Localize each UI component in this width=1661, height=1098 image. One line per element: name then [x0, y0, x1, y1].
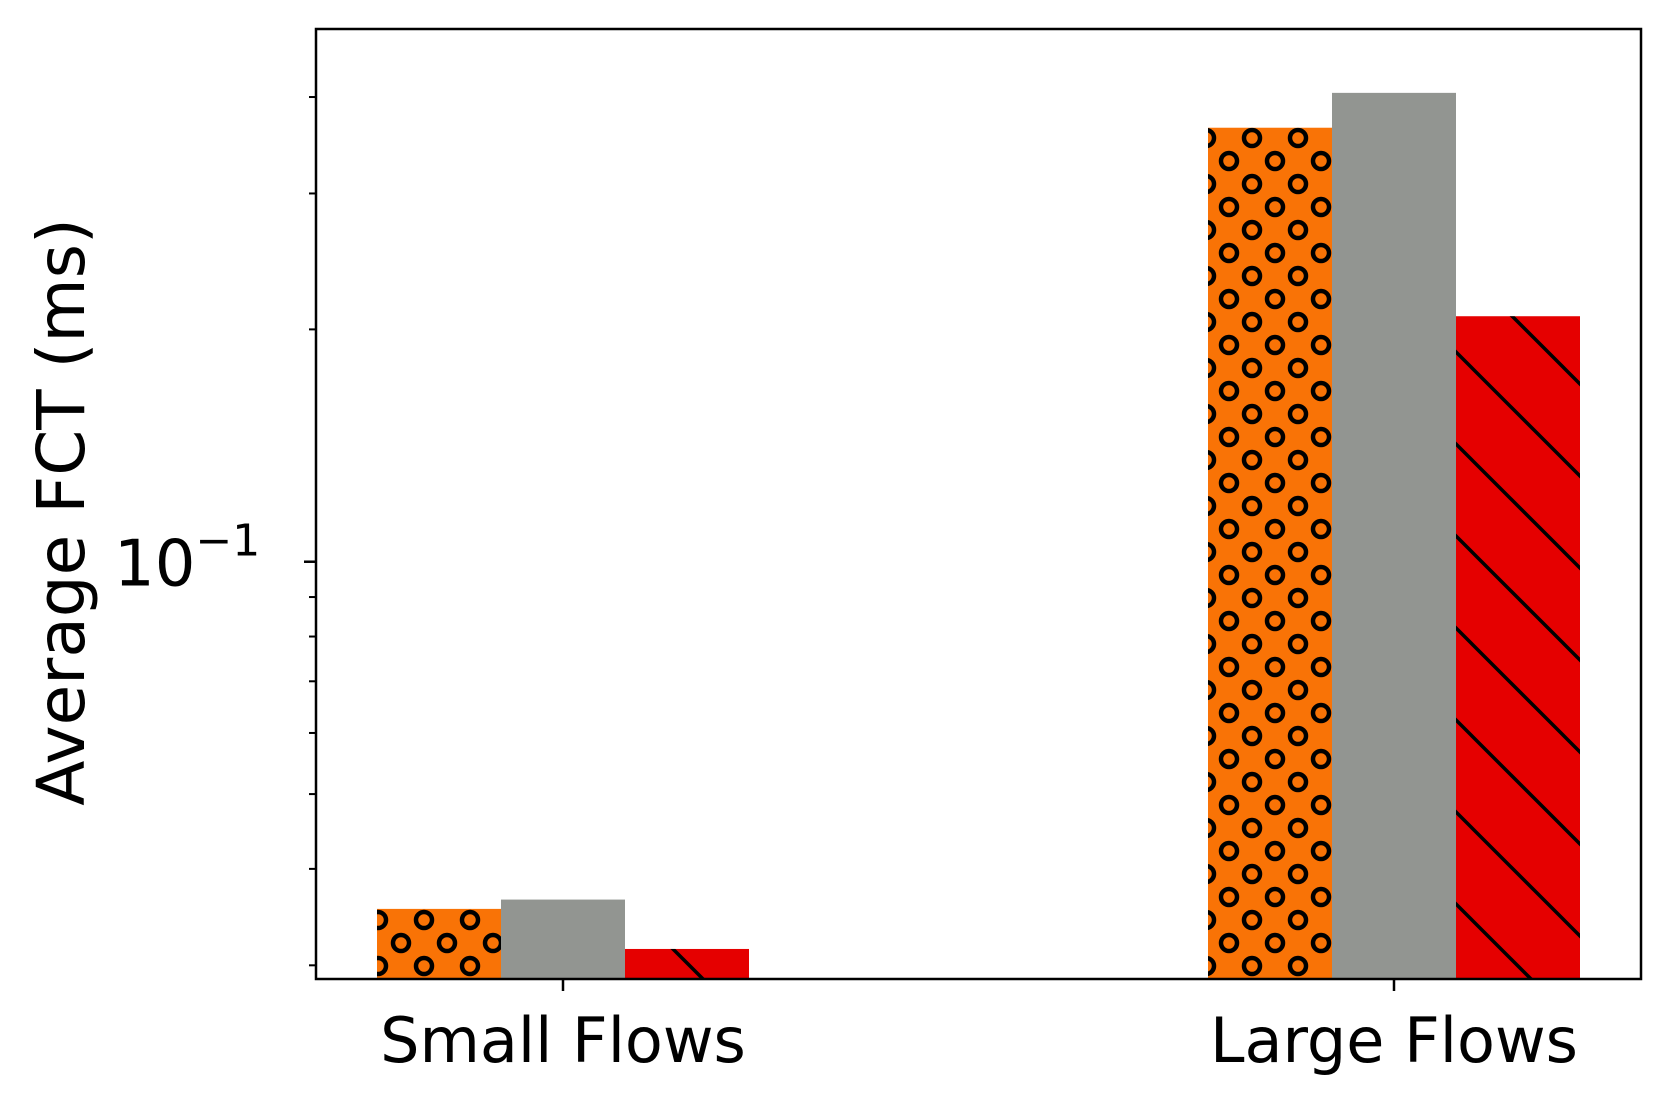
bar-small-flows-series-1	[377, 908, 501, 979]
x-tick-label-small-flows: Small Flows	[380, 1004, 746, 1077]
bars-layer	[377, 92, 1580, 980]
y-tick-label: 10−1	[114, 516, 260, 602]
bar-large-flows-series-3	[1456, 316, 1580, 979]
bar-small-flows-series-2	[501, 899, 625, 979]
bar-large-flows-series-1	[1208, 127, 1332, 980]
y-axis-ticks: 10−1	[114, 96, 316, 967]
y-axis-label: Average FCT (ms)	[23, 218, 100, 806]
x-tick-label-large-flows: Large Flows	[1210, 1004, 1578, 1077]
bar-large-flows-series-2	[1332, 92, 1456, 980]
plot-frame	[314, 27, 1643, 981]
x-axis-ticks: Small Flows Large Flows	[380, 979, 1578, 1077]
bar-small-flows-series-3	[625, 948, 749, 979]
